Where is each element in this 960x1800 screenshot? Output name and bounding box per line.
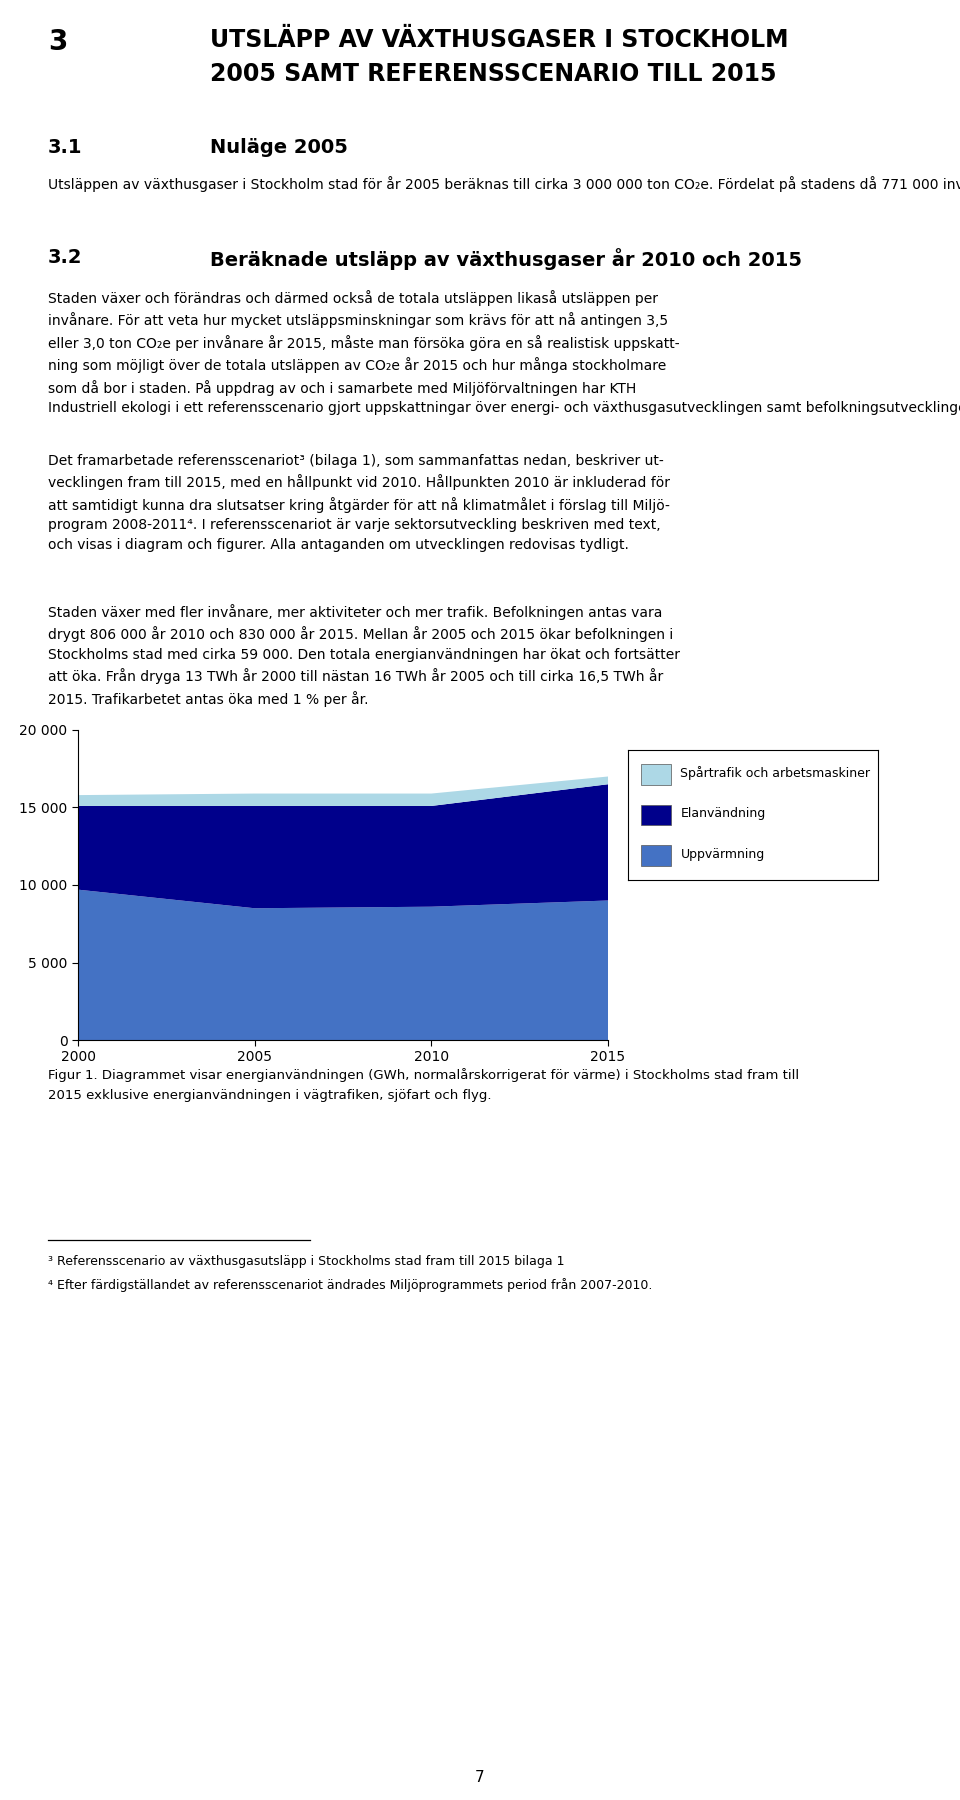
- Text: 2005 SAMT REFERENSSCENARIO TILL 2015: 2005 SAMT REFERENSSCENARIO TILL 2015: [210, 61, 777, 86]
- Text: Utsläppen av växthusgaser i Stockholm stad för år 2005 beräknas till cirka 3 000: Utsläppen av växthusgaser i Stockholm st…: [48, 176, 960, 193]
- Text: 3: 3: [48, 29, 67, 56]
- Text: Det framarbetade referensscenariot³ (bilaga 1), som sammanfattas nedan, beskrive: Det framarbetade referensscenariot³ (bil…: [48, 454, 670, 553]
- Text: Figur 1. Diagrammet visar energianvändningen (GWh, normalårskorrigerat för värme: Figur 1. Diagrammet visar energianvändni…: [48, 1067, 799, 1082]
- Text: Nuläge 2005: Nuläge 2005: [210, 139, 348, 157]
- Text: Beräknade utsläpp av växthusgaser år 2010 och 2015: Beräknade utsläpp av växthusgaser år 201…: [210, 248, 802, 270]
- Bar: [640, 765, 670, 785]
- Text: 3.1: 3.1: [48, 139, 83, 157]
- Text: ⁴ Efter färdigställandet av referensscenariot ändrades Miljöprogrammets period f: ⁴ Efter färdigställandet av referensscen…: [48, 1278, 653, 1292]
- Text: 3.2: 3.2: [48, 248, 83, 266]
- Text: Spårtrafik och arbetsmaskiner: Spårtrafik och arbetsmaskiner: [681, 767, 871, 781]
- Text: Elanvändning: Elanvändning: [681, 806, 766, 821]
- Text: Staden växer med fler invånare, mer aktiviteter och mer trafik. Befolkningen ant: Staden växer med fler invånare, mer akti…: [48, 605, 680, 707]
- Text: Uppvärmning: Uppvärmning: [681, 848, 765, 860]
- Bar: [640, 805, 670, 826]
- Text: ³ Referensscenario av växthusgasutsläpp i Stockholms stad fram till 2015 bilaga : ³ Referensscenario av växthusgasutsläpp …: [48, 1255, 564, 1267]
- Text: UTSLÄPP AV VÄXTHUSGASER I STOCKHOLM: UTSLÄPP AV VÄXTHUSGASER I STOCKHOLM: [210, 29, 788, 52]
- Bar: [640, 844, 670, 866]
- Text: 2015 exklusive energianvändningen i vägtrafiken, sjöfart och flyg.: 2015 exklusive energianvändningen i vägt…: [48, 1089, 492, 1102]
- Text: 7: 7: [475, 1769, 485, 1786]
- Text: Staden växer och förändras och därmed också de totala utsläppen likaså utsläppen: Staden växer och förändras och därmed oc…: [48, 290, 960, 416]
